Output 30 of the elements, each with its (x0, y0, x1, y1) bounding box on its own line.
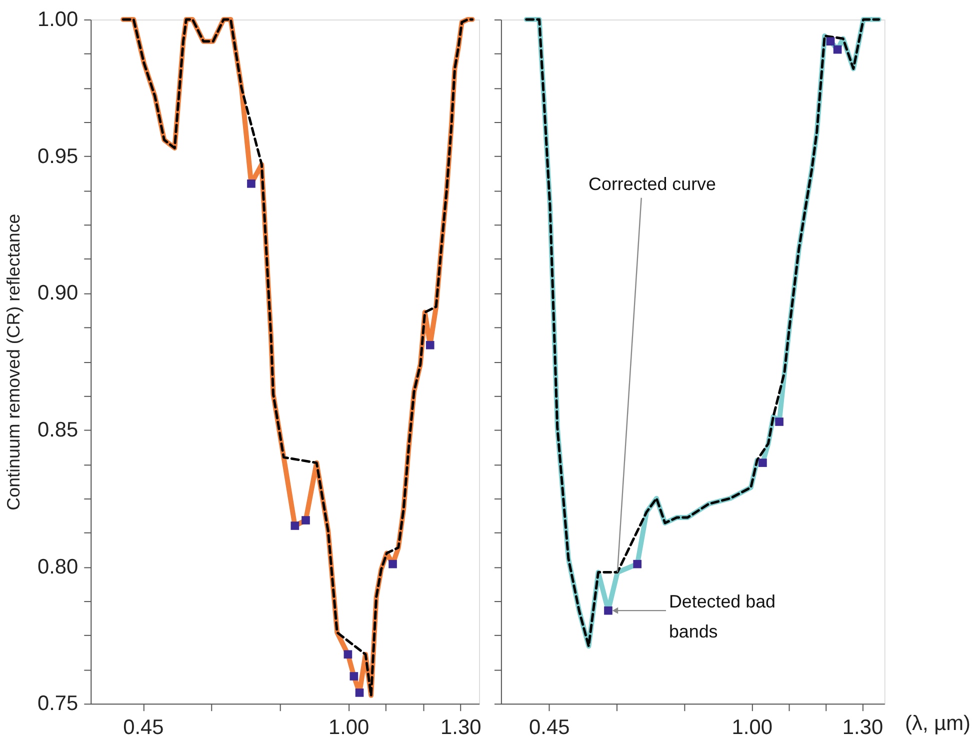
x-tick-label: 0.45 (529, 716, 570, 736)
point (833, 45, 842, 54)
y-tick-label: 0.85 (37, 418, 78, 442)
x-tick-label: 1.00 (732, 716, 772, 736)
x-axis-title: (λ, µm) (905, 712, 971, 736)
point (350, 672, 358, 680)
y-tick-label: 0.90 (37, 282, 78, 305)
point (344, 650, 352, 659)
point (290, 522, 300, 530)
point (633, 560, 642, 568)
y-tick-label: 0.75 (37, 692, 78, 716)
annotation: Corrected curve (588, 174, 716, 194)
point (426, 340, 434, 350)
point (604, 606, 612, 615)
x-tick-label: 1.30 (842, 716, 884, 736)
x-tick-label: 0.45 (123, 716, 164, 736)
y-axis-title: Continuum removed (CR) reflectance (4, 214, 24, 510)
x-tick-label: 1.00 (328, 716, 370, 736)
point (388, 560, 397, 568)
point (355, 688, 364, 697)
annotation: Detected bad bands (668, 592, 776, 642)
point (302, 516, 310, 524)
y-tick-label: 1.00 (37, 8, 78, 31)
point (775, 418, 784, 426)
point (826, 37, 835, 46)
x-tick-label: 1.30 (440, 716, 482, 736)
y-tick-label: 0.80 (37, 555, 78, 578)
point (247, 179, 256, 188)
point (758, 458, 767, 467)
y-tick-label: 0.95 (37, 144, 78, 168)
